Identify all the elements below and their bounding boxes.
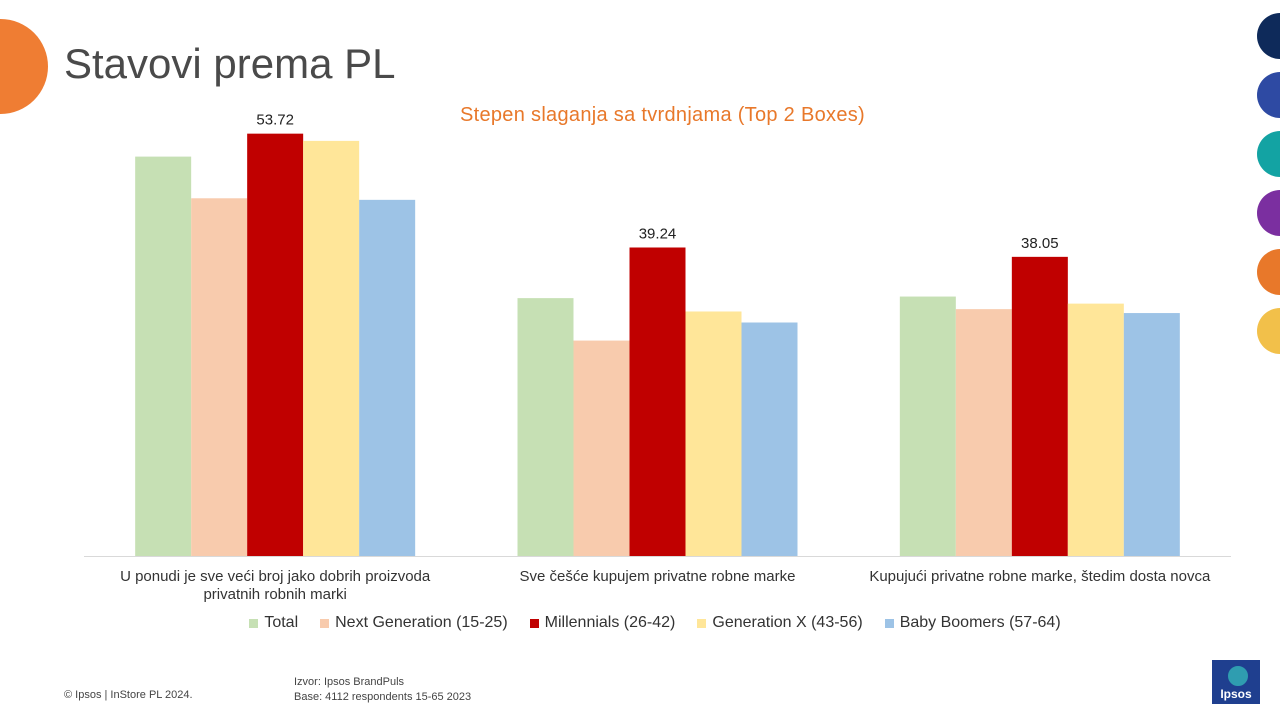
bar xyxy=(191,198,248,556)
side-circle xyxy=(1257,131,1280,177)
legend-label: Next Generation (15-25) xyxy=(335,614,508,631)
bar xyxy=(303,140,360,556)
legend-swatch xyxy=(884,618,894,628)
data-label: 39.24 xyxy=(639,225,677,242)
legend-item: Total xyxy=(249,614,298,632)
legend-item: Generation X (43-56) xyxy=(697,614,863,632)
footer-source: Izvor: Ipsos BrandPuls Base: 4112 respon… xyxy=(294,675,471,705)
category-label: U ponudi je sve veći broj jako dobrih pr… xyxy=(120,568,431,585)
side-circle xyxy=(1257,249,1280,295)
side-circle xyxy=(1257,72,1280,118)
legend-label: Millennials (26-42) xyxy=(544,614,676,631)
bar xyxy=(247,133,304,556)
base-line: Base: 4112 respondents 15-65 2023 xyxy=(294,691,472,703)
chart-title: Stepen slaganja sa tvrdnjama (Top 2 Boxe… xyxy=(459,104,866,126)
bar-chart: 53.72 U ponudi je sve veći broj jako dobr… xyxy=(84,112,1231,603)
legend-swatch xyxy=(529,618,539,628)
bar xyxy=(899,296,956,556)
legend-label: Baby Boomers (57-64) xyxy=(899,614,1061,631)
bar xyxy=(741,322,798,556)
source-line: Izvor: Ipsos BrandPuls xyxy=(294,676,405,688)
bar xyxy=(573,340,630,556)
chart-legend: Total Next Generation (15-25) Millennials … xyxy=(0,614,1280,632)
page-title: Stavovi prema PL xyxy=(64,40,396,87)
legend-swatch xyxy=(697,618,707,628)
legend-item: Millennials (26-42) xyxy=(529,614,676,632)
bar xyxy=(955,309,1012,556)
bar xyxy=(685,311,742,556)
data-label: 38.05 xyxy=(1021,235,1059,252)
logo-text: Ipsos xyxy=(1220,687,1252,701)
legend-swatch xyxy=(320,618,330,628)
legend-label: Total xyxy=(264,614,299,631)
bar xyxy=(517,298,574,556)
category-label: Kupujući privatne robne marke, štedim do… xyxy=(869,568,1211,585)
side-circle xyxy=(1257,190,1280,236)
legend-item: Baby Boomers (57-64) xyxy=(884,614,1061,632)
bar xyxy=(1067,303,1124,556)
logo-mark xyxy=(1226,664,1250,688)
bar xyxy=(629,247,686,556)
side-circle xyxy=(1257,13,1280,59)
bar xyxy=(1011,256,1068,556)
bar xyxy=(135,156,192,556)
category-label: privatnih robnih marki xyxy=(203,586,346,603)
bar xyxy=(1123,313,1180,556)
bar xyxy=(359,199,416,557)
footer-copyright: © Ipsos | InStore PL 2024. xyxy=(64,689,193,701)
category-label: Sve češće kupujem privatne robne marke xyxy=(520,568,796,585)
data-label: 53.72 xyxy=(256,112,294,129)
legend-item: Next Generation (15-25) xyxy=(320,614,508,632)
ipsos-logo: Ipsos xyxy=(1212,660,1260,704)
side-circle xyxy=(1257,308,1280,354)
legend-swatch xyxy=(249,618,259,628)
legend-label: Generation X (43-56) xyxy=(712,614,863,631)
